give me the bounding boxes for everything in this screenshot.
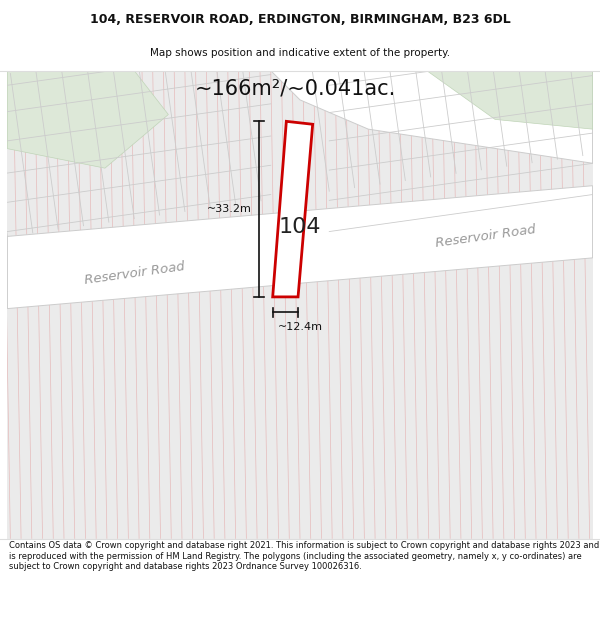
Polygon shape <box>271 71 593 163</box>
Text: 104, RESERVOIR ROAD, ERDINGTON, BIRMINGHAM, B23 6DL: 104, RESERVOIR ROAD, ERDINGTON, BIRMINGH… <box>89 13 511 26</box>
Text: Map shows position and indicative extent of the property.: Map shows position and indicative extent… <box>150 48 450 58</box>
Text: Contains OS data © Crown copyright and database right 2021. This information is : Contains OS data © Crown copyright and d… <box>9 541 599 571</box>
Text: Reservoir Road: Reservoir Road <box>434 223 536 250</box>
Text: ~12.4m: ~12.4m <box>277 322 323 332</box>
Polygon shape <box>427 71 593 129</box>
Polygon shape <box>272 121 313 297</box>
Text: ~33.2m: ~33.2m <box>208 204 252 214</box>
Text: ~166m²/~0.041ac.: ~166m²/~0.041ac. <box>194 78 396 98</box>
Text: 104: 104 <box>279 217 321 237</box>
Polygon shape <box>7 186 593 309</box>
Polygon shape <box>7 71 169 168</box>
Text: Reservoir Road: Reservoir Road <box>83 260 185 287</box>
